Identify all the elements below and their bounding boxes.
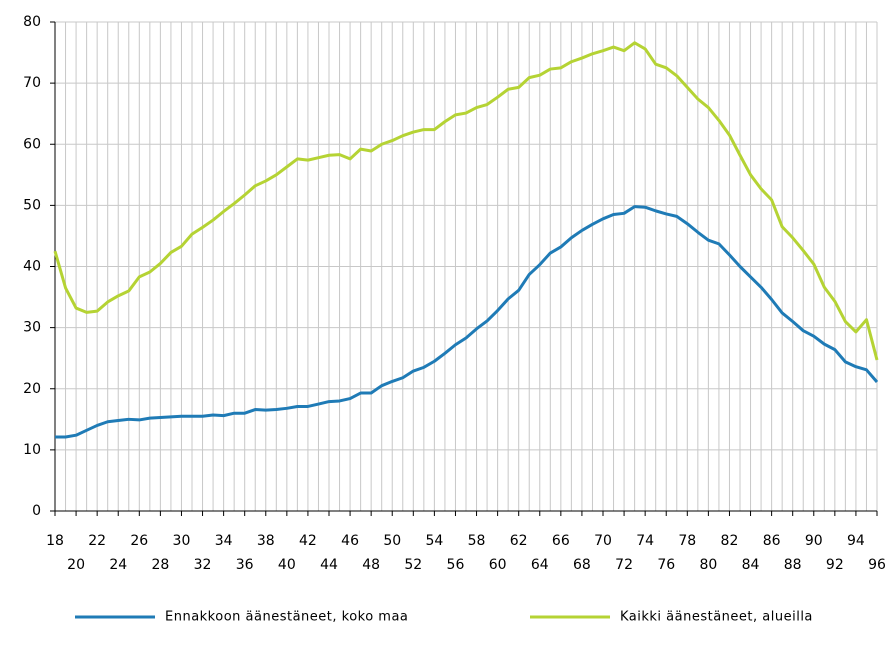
x-tick-label: 74	[636, 533, 654, 549]
x-tick-label: 40	[278, 557, 296, 573]
x-tick-label: 84	[742, 557, 760, 573]
x-tick-label: 70	[594, 533, 612, 549]
x-tick-label: 64	[531, 557, 549, 573]
x-tick-label: 58	[468, 533, 486, 549]
y-tick-label: 80	[23, 14, 41, 30]
x-tick-label: 46	[341, 533, 359, 549]
x-tick-label: 50	[383, 533, 401, 549]
x-tick-label: 86	[763, 533, 781, 549]
y-tick-label: 20	[23, 381, 41, 397]
x-tick-label: 62	[510, 533, 528, 549]
y-tick-label: 40	[23, 259, 41, 275]
y-tick-label: 70	[23, 75, 41, 91]
x-tick-label: 56	[447, 557, 465, 573]
legend-label: Kaikki äänestäneet, alueilla	[620, 610, 813, 625]
x-tick-label: 48	[362, 557, 380, 573]
x-tick-label: 60	[489, 557, 507, 573]
x-tick-label: 66	[552, 533, 570, 549]
x-tick-label: 42	[299, 533, 317, 549]
x-tick-label: 20	[67, 557, 85, 573]
series-line	[53, 41, 879, 361]
x-tick-label: 92	[826, 557, 844, 573]
x-tick-label: 44	[320, 557, 338, 573]
legend-label: Ennakkoon äänestäneet, koko maa	[165, 610, 408, 625]
x-tick-label: 68	[573, 557, 591, 573]
x-tick-label: 24	[109, 557, 127, 573]
x-tick-label: 96	[868, 557, 886, 573]
x-tick-label: 28	[151, 557, 169, 573]
x-tick-label: 54	[425, 533, 443, 549]
y-tick-label: 50	[23, 197, 41, 213]
y-tick-label: 0	[32, 503, 41, 519]
x-tick-label: 76	[657, 557, 675, 573]
x-tick-label: 78	[678, 533, 696, 549]
x-tick-label: 34	[215, 533, 233, 549]
x-tick-label: 30	[173, 533, 191, 549]
y-tick-label: 10	[23, 442, 41, 458]
x-tick-label: 90	[805, 533, 823, 549]
y-tick-label: 60	[23, 136, 41, 152]
x-tick-label: 22	[88, 533, 106, 549]
x-tick-label: 52	[404, 557, 422, 573]
series-line	[55, 205, 879, 439]
x-tick-label: 18	[46, 533, 64, 549]
x-tick-label: 36	[236, 557, 254, 573]
x-tick-label: 80	[699, 557, 717, 573]
x-tick-label: 32	[194, 557, 212, 573]
x-tick-label: 26	[130, 533, 148, 549]
x-tick-label: 94	[847, 533, 865, 549]
x-tick-label: 88	[784, 557, 802, 573]
x-tick-label: 82	[721, 533, 739, 549]
y-tick-label: 30	[23, 320, 41, 336]
x-tick-label: 72	[615, 557, 633, 573]
x-tick-label: 38	[257, 533, 275, 549]
